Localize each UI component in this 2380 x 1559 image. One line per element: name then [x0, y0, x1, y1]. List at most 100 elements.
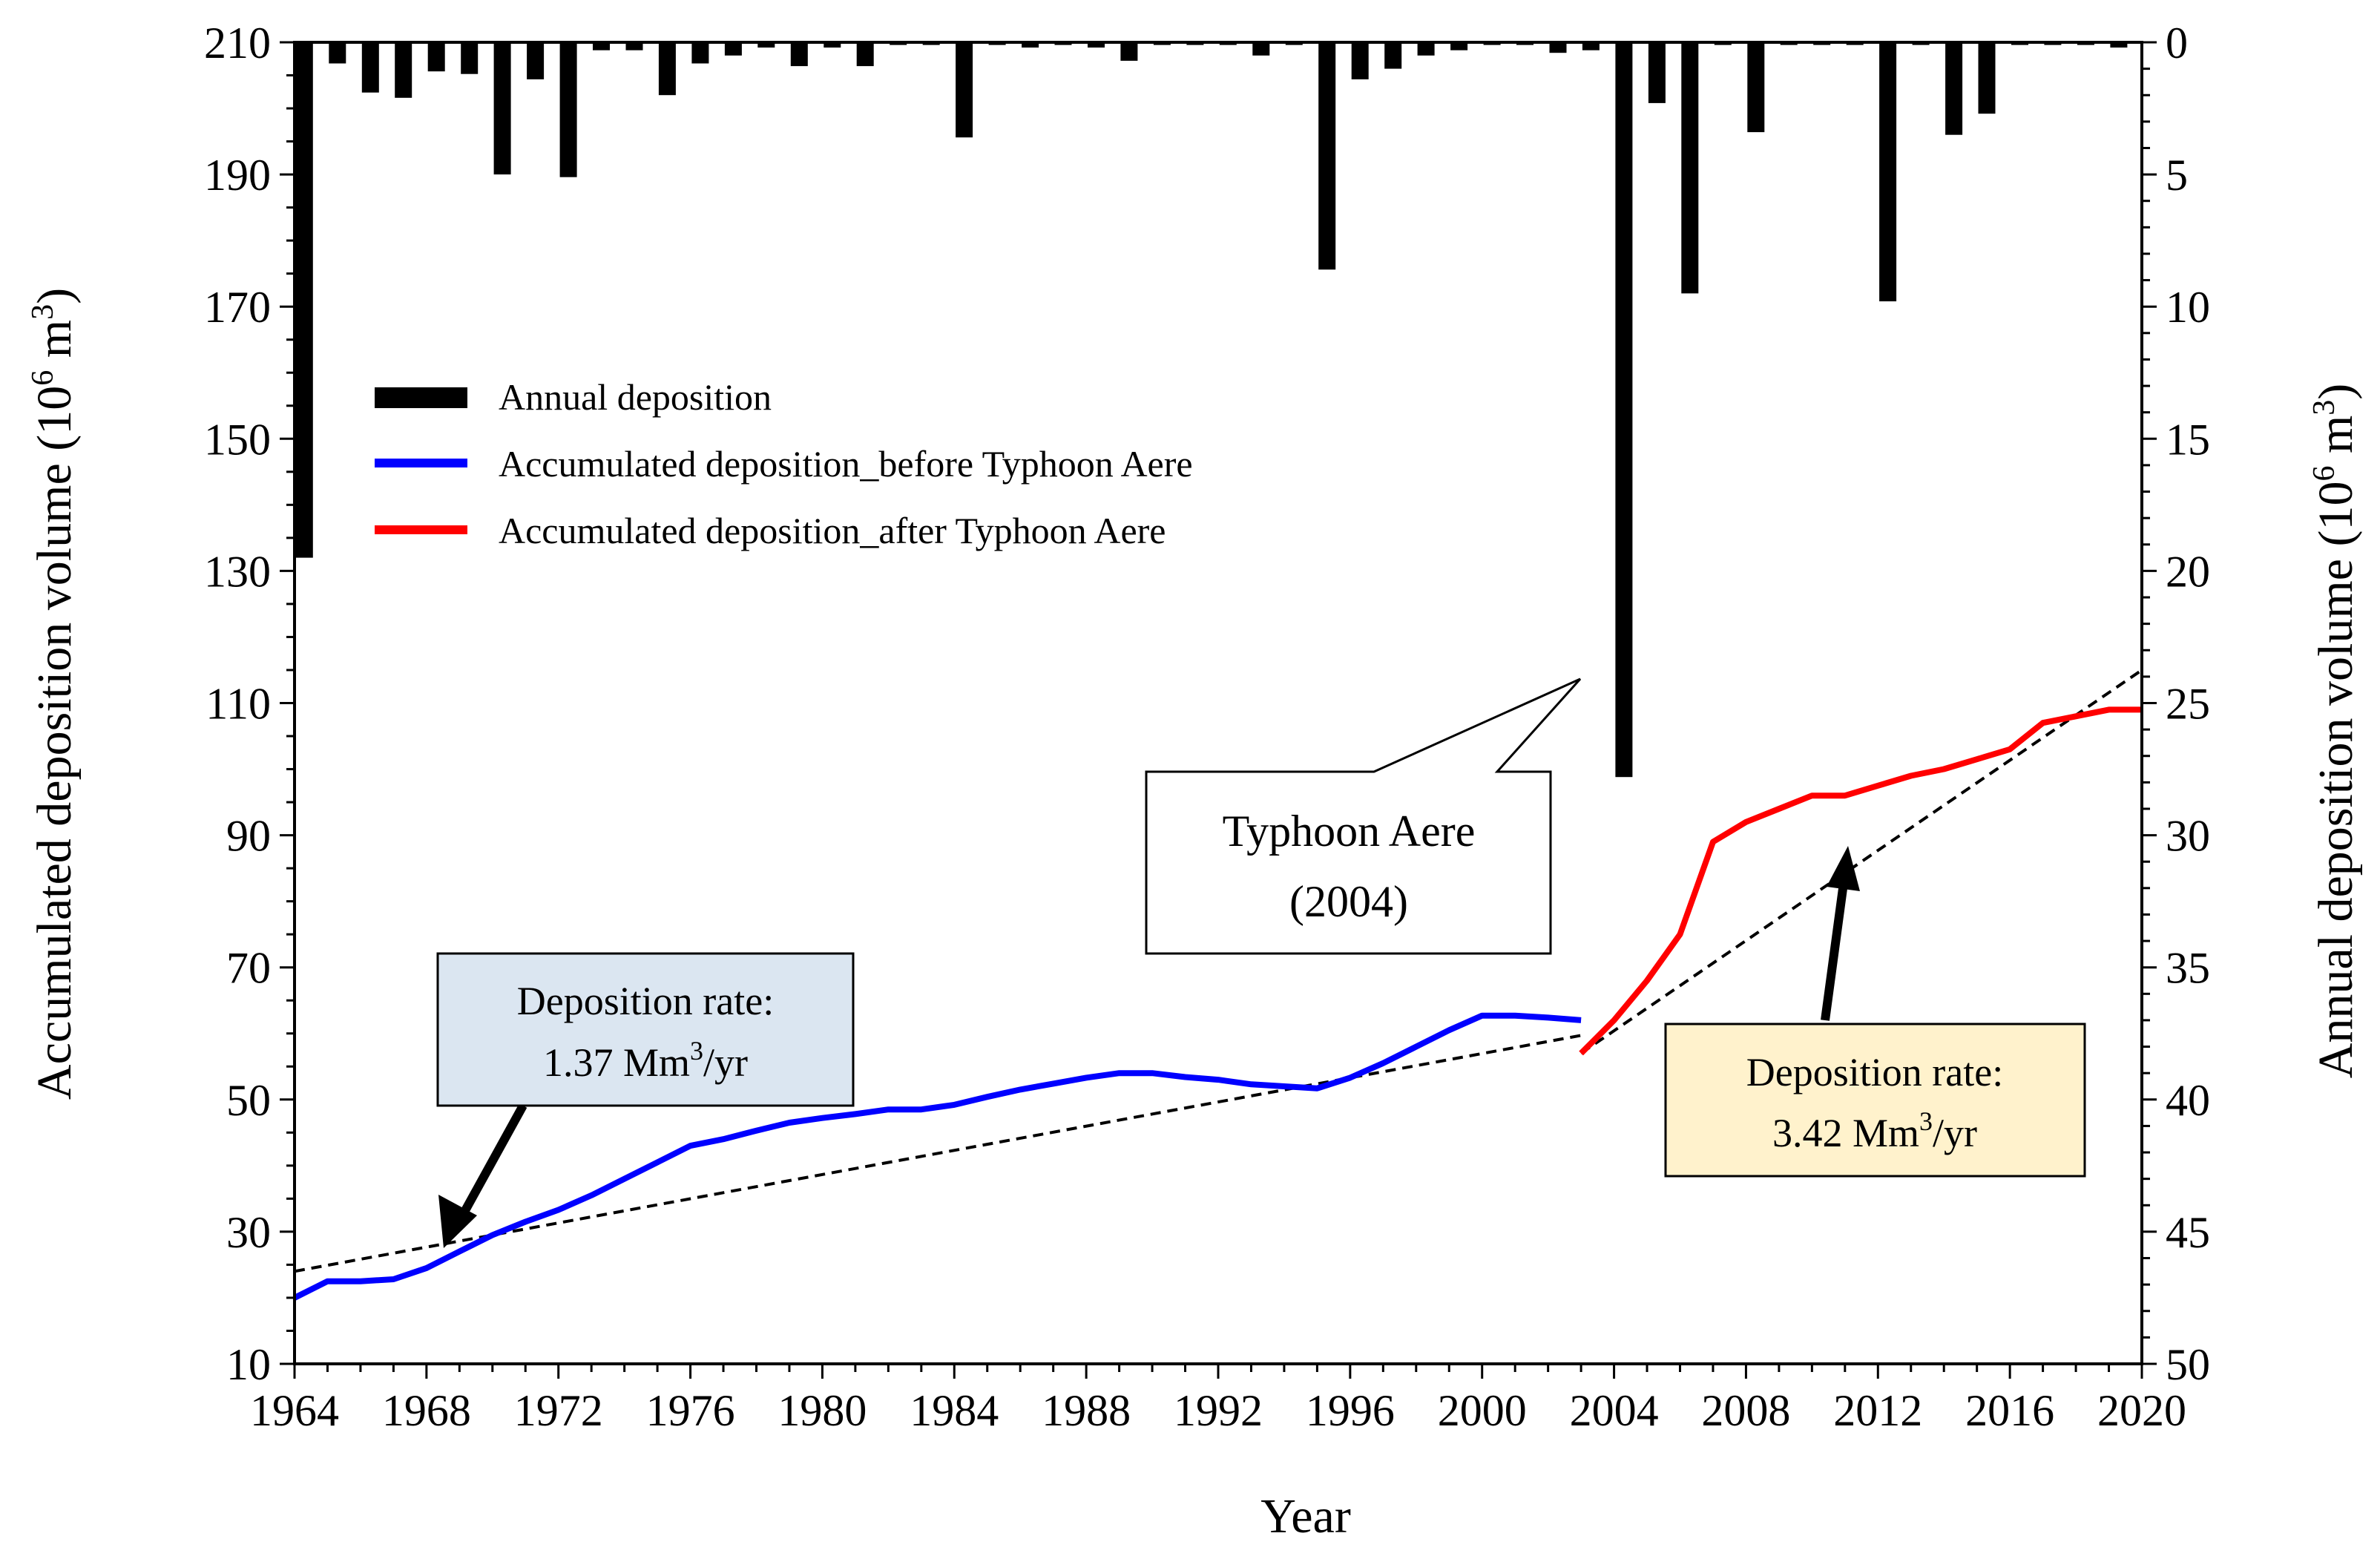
annual-bar-33	[1384, 42, 1402, 69]
annual-bar-13	[724, 42, 742, 56]
x-tick-label: 2012	[1833, 1386, 1922, 1435]
annual-bar-41	[1648, 42, 1666, 103]
x-tick-label: 1988	[1042, 1386, 1131, 1435]
annual-bar-51	[1978, 42, 1996, 114]
x-tick-label: 2016	[1965, 1386, 2054, 1435]
rate-before-title: Deposition rate:	[517, 979, 774, 1023]
y-left-tick-label: 70	[226, 944, 271, 993]
y-left-tick-label: 170	[204, 283, 271, 332]
y-right-tick-label: 40	[2166, 1076, 2210, 1125]
annual-bar-15	[790, 42, 808, 67]
annual-bar-31	[1318, 42, 1336, 270]
y-right-tick-label: 20	[2166, 547, 2210, 596]
y-left-tick-label: 130	[204, 547, 271, 596]
y-right-tick-label: 0	[2166, 19, 2188, 68]
annual-bar-24	[1088, 42, 1105, 48]
rate-box-after: Deposition rate: 3.42 Mm3/yr	[1664, 1023, 2086, 1178]
annual-bar-44	[1747, 42, 1765, 133]
x-tick-label: 2020	[2097, 1386, 2186, 1435]
y-left-tick-label: 210	[204, 19, 271, 68]
annual-bar-1	[329, 42, 346, 64]
annual-bar-0	[295, 42, 313, 558]
typhoon-callout-line1: Typhoon Aere	[1223, 807, 1476, 856]
annual-bar-22	[1022, 42, 1039, 48]
annual-bar-16	[824, 42, 841, 48]
annual-bar-40	[1615, 42, 1633, 778]
annual-deposition-bars	[295, 42, 2128, 778]
legend-label-after: Accumulated deposition_after Typhoon Aer…	[499, 510, 1166, 551]
y-right-tick-label: 25	[2166, 680, 2210, 729]
y-left-tick-label: 110	[206, 680, 271, 729]
legend-label-before: Accumulated deposition_before Typhoon Ae…	[499, 443, 1193, 485]
annual-bar-7	[527, 42, 545, 79]
y-left-tick-label: 90	[226, 812, 271, 861]
typhoon-aere-callout: Typhoon Aere (2004)	[1145, 677, 1582, 955]
rate-before-value: 1.37 Mm3/yr	[543, 1036, 748, 1085]
annual-bar-5	[461, 42, 479, 74]
rate-after-value: 3.42 Mm3/yr	[1772, 1106, 1977, 1155]
rate-box-before-rect	[436, 952, 855, 1107]
x-tick-label: 2000	[1438, 1386, 1527, 1435]
legend-swatch-annual	[375, 387, 467, 408]
annual-bar-3	[395, 42, 412, 98]
arrow-after-head	[1827, 846, 1860, 891]
arrow-after-shaft	[1821, 882, 1848, 1021]
axes: 1964 1968 1972 1976 1980 1984 1988 1992 1996 2000…	[204, 19, 2210, 1435]
y-left-tick-label: 50	[226, 1076, 271, 1125]
annual-bar-17	[856, 42, 874, 67]
annual-bar-10	[625, 42, 643, 50]
x-tick-label: 1996	[1306, 1386, 1395, 1435]
y-left-axis-title: Accumulated deposition volume (106 m3)	[26, 288, 82, 1100]
rate-after-title: Deposition rate:	[1746, 1050, 2003, 1094]
y-left-tick-label: 30	[226, 1208, 271, 1257]
rate-box-after-rect	[1664, 1023, 2086, 1178]
x-tick-label: 1976	[646, 1386, 735, 1435]
trend-lines	[294, 669, 2143, 1273]
annual-bar-29	[1252, 42, 1270, 56]
rate-arrows	[438, 846, 1860, 1248]
rate-box-before: Deposition rate: 1.37 Mm3/yr	[436, 952, 855, 1107]
x-tick-label: 1980	[778, 1386, 867, 1435]
y-right-tick-label: 50	[2166, 1340, 2210, 1389]
trend-line-before	[294, 1034, 1582, 1273]
annual-bar-42	[1681, 42, 1699, 294]
legend-label-annual: Annual deposition	[499, 376, 772, 418]
annual-bar-35	[1450, 42, 1468, 50]
arrow-before-head	[438, 1195, 477, 1248]
annual-bar-50	[1945, 42, 1963, 135]
x-tick-label: 1968	[382, 1386, 471, 1435]
y-right-tick-label: 5	[2166, 151, 2188, 200]
annual-bar-14	[757, 42, 775, 48]
annual-bar-20	[956, 42, 973, 138]
x-tick-label: 1972	[514, 1386, 603, 1435]
annual-bar-6	[493, 42, 511, 175]
x-tick-label: 1984	[910, 1386, 999, 1435]
x-tick-label: 2008	[1701, 1386, 1790, 1435]
y-right-tick-label: 10	[2166, 283, 2210, 332]
annual-bar-11	[658, 42, 676, 96]
x-axis-title: Year	[1260, 1489, 1351, 1543]
accumulated-line-before	[293, 1012, 1582, 1301]
accumulated-lines	[293, 706, 2142, 1301]
trend-line-after	[1579, 669, 2143, 1055]
annual-bar-25	[1120, 42, 1138, 61]
x-tick-label: 1964	[250, 1386, 339, 1435]
legend: Annual deposition Accumulated deposition…	[375, 376, 1193, 551]
accumulated-line-after	[1579, 706, 2142, 1056]
typhoon-callout-box	[1145, 677, 1582, 955]
x-tick-label: 2004	[1570, 1386, 1659, 1435]
annual-bar-2	[361, 42, 379, 93]
y-left-tick-label: 190	[204, 151, 271, 200]
y-right-tick-label: 30	[2166, 812, 2210, 861]
annual-bar-39	[1582, 42, 1600, 50]
annual-bar-34	[1417, 42, 1435, 56]
y-right-axis-title: Annual deposition volume (106 m3)	[2307, 384, 2363, 1079]
y-right-tick-label: 45	[2166, 1208, 2210, 1257]
annual-bar-8	[559, 42, 577, 177]
typhoon-callout-line2: (2004)	[1289, 877, 1408, 926]
arrow-before-shaft	[459, 1103, 527, 1215]
annual-bar-4	[427, 42, 445, 72]
x-tick-label: 1992	[1174, 1386, 1263, 1435]
y-left-tick-label: 10	[226, 1340, 271, 1389]
